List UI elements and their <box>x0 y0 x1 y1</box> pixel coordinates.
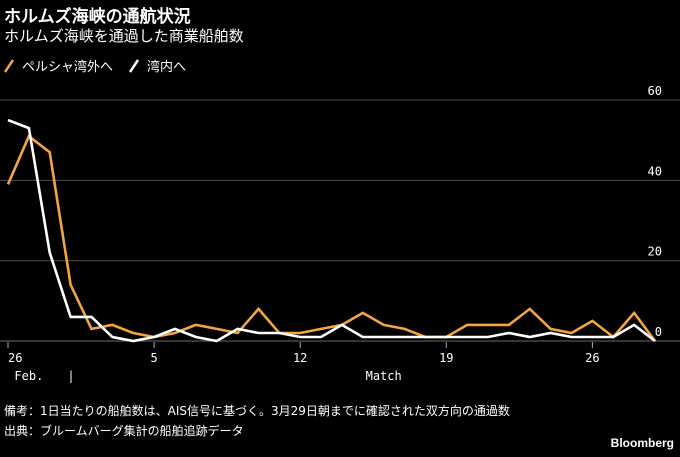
month-label-1: Match <box>366 369 402 383</box>
legend-swatch-in-gulf <box>129 58 140 73</box>
note-remark: 備考：1日当たりの船舶数は、AIS信号に基づく。3月29日朝までに確認された双方… <box>4 404 510 418</box>
series-line-in-gulf <box>7 118 656 343</box>
y-tick-label-60: 60 <box>648 84 662 98</box>
x-tick-label-3: 19 <box>439 351 453 365</box>
x-tick-label-1: 5 <box>150 351 157 365</box>
y-tick-label-0: 0 <box>655 325 662 339</box>
legend-label-in-gulf: 湾内へ <box>147 60 187 75</box>
legend-item-in-gulf: 湾内へ <box>129 56 186 75</box>
x-tick-label-2: 12 <box>293 351 307 365</box>
footnotes: 備考：1日当たりの船舶数は、AIS信号に基づく。3月29日朝までに確認された双方… <box>4 401 510 441</box>
chart-title: ホルムズ海峡の通航状況 <box>4 7 191 27</box>
x-tick-label-4: 26 <box>585 351 599 365</box>
y-tick-label-40: 40 <box>648 164 662 178</box>
bloomberg-logo: Bloomberg <box>610 436 674 450</box>
month-label-0: Feb. <box>14 369 43 383</box>
legend-label-gulf-bound: ペルシャ湾外へ <box>22 60 114 75</box>
legend-swatch-gulf-bound <box>4 58 14 73</box>
line-chart: 0 20 40 60 26 5 12 19 26 Feb. Match | <box>0 84 680 383</box>
month-separator: | <box>67 369 74 383</box>
y-tick-label-20: 20 <box>648 245 662 259</box>
legend-item-gulf-bound: ペルシャ湾外へ <box>4 56 113 75</box>
series-line-gulf-bound <box>6 134 657 342</box>
legend: ペルシャ湾外へ 湾内へ <box>4 56 202 75</box>
note-source: 出典：ブルームバーグ集計の船舶追跡データ <box>4 424 244 438</box>
x-tick-label-0: 26 <box>8 351 22 365</box>
chart-subtitle: ホルムズ海峡を通過した商業船舶数 <box>4 27 244 45</box>
